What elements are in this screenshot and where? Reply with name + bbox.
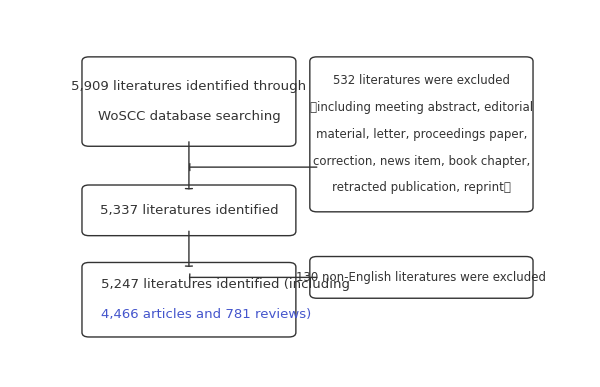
Text: （including meeting abstract, editorial: （including meeting abstract, editorial: [310, 101, 533, 114]
Text: 532 literatures were excluded: 532 literatures were excluded: [333, 74, 510, 87]
Text: material, letter, proceedings paper,: material, letter, proceedings paper,: [316, 128, 527, 141]
FancyBboxPatch shape: [82, 262, 296, 337]
Text: 5,909 literatures identified through: 5,909 literatures identified through: [71, 80, 307, 93]
FancyBboxPatch shape: [310, 57, 533, 212]
FancyBboxPatch shape: [310, 257, 533, 298]
Text: 5,247 literatures identified (including: 5,247 literatures identified (including: [101, 278, 350, 291]
Text: correction, news item, book chapter,: correction, news item, book chapter,: [313, 155, 530, 168]
Text: 130 non-English literatures were excluded: 130 non-English literatures were exclude…: [296, 271, 547, 284]
Text: WoSCC database searching: WoSCC database searching: [98, 110, 280, 123]
Text: retracted publication, reprint）: retracted publication, reprint）: [332, 182, 511, 195]
FancyBboxPatch shape: [82, 57, 296, 146]
Text: 4,466 articles and 781 reviews): 4,466 articles and 781 reviews): [101, 308, 311, 321]
Text: 5,337 literatures identified: 5,337 literatures identified: [100, 204, 278, 217]
FancyBboxPatch shape: [82, 185, 296, 236]
